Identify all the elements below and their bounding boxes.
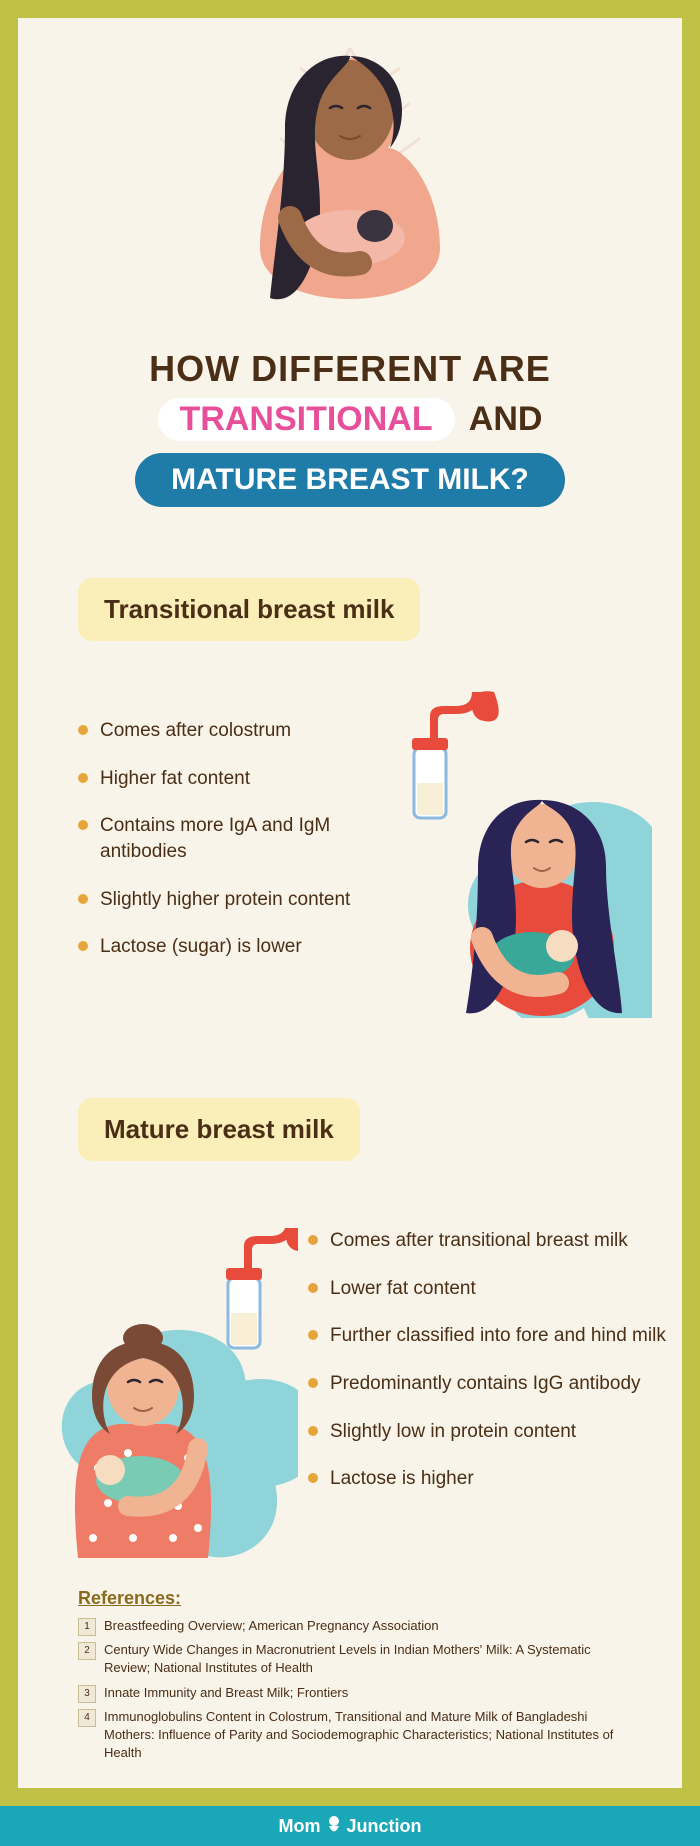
title-block: HOW DIFFERENT ARE TRANSITIONAL AND MATUR… — [18, 348, 682, 507]
brand-right: Junction — [347, 1806, 422, 1846]
transitional-illustration — [372, 688, 652, 1018]
references-title: References: — [78, 1588, 622, 1609]
transitional-bullet-list: Comes after colostrum Higher fat content… — [78, 718, 388, 982]
list-item: Comes after colostrum — [78, 718, 388, 744]
title-transitional-pill: TRANSITIONAL — [158, 398, 455, 441]
infographic-frame: HOW DIFFERENT ARE TRANSITIONAL AND MATUR… — [0, 0, 700, 1806]
hero-mother-illustration — [230, 48, 470, 328]
mature-illustration — [38, 1228, 298, 1568]
title-mature-pill: MATURE BREAST MILK? — [135, 453, 565, 507]
reference-item: Immunoglobulins Content in Colostrum, Tr… — [78, 1708, 622, 1763]
list-item: Further classified into fore and hind mi… — [308, 1323, 668, 1349]
transitional-heading: Transitional breast milk — [78, 578, 420, 641]
list-item: Predominantly contains IgG antibody — [308, 1371, 668, 1397]
list-item: Contains more IgA and IgM antibodies — [78, 813, 388, 864]
references-list: Breastfeeding Overview; American Pregnan… — [78, 1617, 622, 1762]
mature-heading: Mature breast milk — [78, 1098, 360, 1161]
reference-item: Breastfeeding Overview; American Pregnan… — [78, 1617, 622, 1635]
list-item: Slightly higher protein content — [78, 887, 388, 913]
brand-logo: Mom Junction — [279, 1806, 422, 1846]
reference-item: Innate Immunity and Breast Milk; Frontie… — [78, 1684, 622, 1702]
footer-brand-bar: Mom Junction — [0, 1806, 700, 1846]
reference-item: Century Wide Changes in Macronutrient Le… — [78, 1641, 622, 1677]
list-item: Lower fat content — [308, 1276, 668, 1302]
list-item: Slightly low in protein content — [308, 1419, 668, 1445]
list-item: Lactose (sugar) is lower — [78, 934, 388, 960]
list-item: Higher fat content — [78, 766, 388, 792]
brand-baby-icon — [325, 1815, 343, 1837]
brand-left: Mom — [279, 1806, 321, 1846]
mature-bullet-list: Comes after transitional breast milk Low… — [308, 1228, 668, 1514]
title-line2: TRANSITIONAL AND — [18, 398, 682, 441]
title-line1: HOW DIFFERENT ARE — [18, 348, 682, 390]
references-block: References: Breastfeeding Overview; Amer… — [78, 1588, 622, 1768]
list-item: Comes after transitional breast milk — [308, 1228, 668, 1254]
list-item: Lactose is higher — [308, 1466, 668, 1492]
title-and: AND — [469, 400, 543, 438]
title-line3: MATURE BREAST MILK? — [18, 441, 682, 507]
